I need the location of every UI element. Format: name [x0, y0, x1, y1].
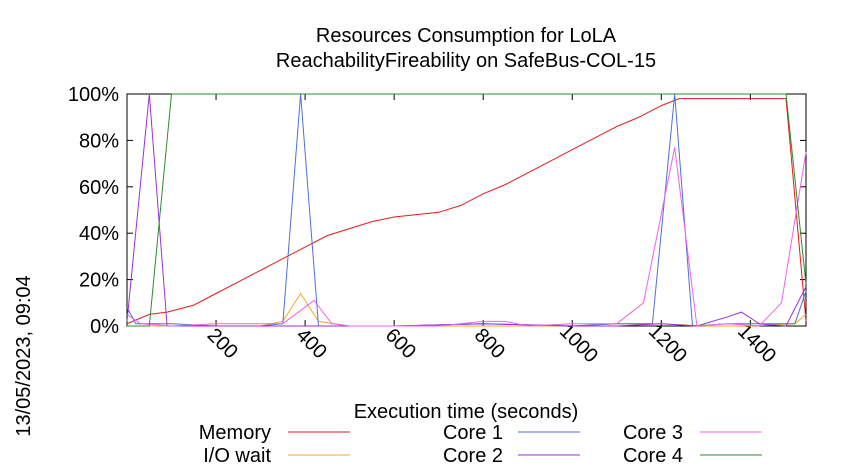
chart-title-line2: ReachabilityFireability on SafeBus-COL-1…: [276, 50, 656, 72]
legend-label: Core 1: [443, 422, 503, 444]
x-axis-label: Execution time (seconds): [354, 401, 579, 423]
y-tick-label: 20%: [79, 270, 119, 292]
plot-frame: [126, 93, 807, 327]
legend-label: Core 3: [623, 422, 683, 444]
series-line-i-o-wait: [127, 292, 807, 327]
legend-label: Core 2: [443, 445, 503, 467]
chart-title-line1: Resources Consumption for LoLA: [316, 25, 617, 47]
y-tick-label: 60%: [79, 177, 119, 199]
x-tick-label: 1200: [644, 320, 691, 367]
x-tick-label: 1400: [733, 320, 780, 367]
y-tick-label: 100%: [68, 84, 119, 106]
x-tick-label: 1000: [555, 320, 602, 367]
legend-label: Memory: [199, 422, 271, 444]
y-tick-label: 80%: [79, 130, 119, 152]
y-tick-label: 0%: [90, 316, 119, 338]
series-line-memory: [126, 98, 807, 325]
series-line-core-2: [126, 93, 807, 327]
timestamp-label: 13/05/2023, 09:04: [13, 275, 35, 436]
y-tick-label: 40%: [79, 223, 119, 245]
x-tick-label: 400: [292, 324, 331, 363]
y-axis: 0% 20% 40% 60% 80% 100%: [68, 84, 806, 338]
x-tick-label: 600: [381, 324, 420, 363]
series-line-core-1: [126, 93, 807, 327]
legend-label: I/O wait: [203, 445, 271, 467]
series-line-core-3: [126, 147, 807, 327]
x-tick-label: 800: [470, 324, 509, 363]
series-lines: [126, 93, 807, 327]
x-tick-label: 200: [203, 324, 242, 363]
series-line-core-4: [127, 93, 807, 327]
legend-label: Core 4: [623, 445, 683, 467]
